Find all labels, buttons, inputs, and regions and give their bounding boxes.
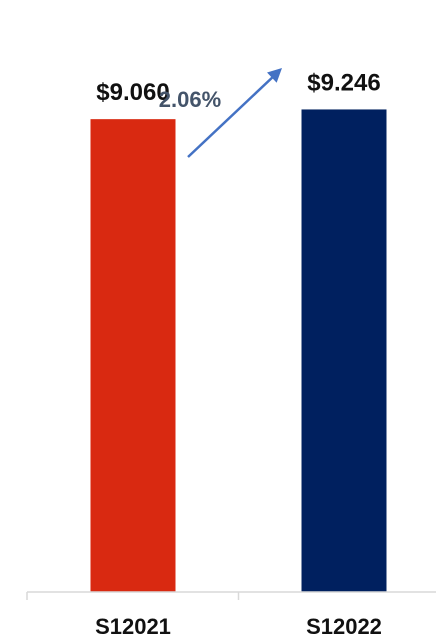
labels-group: S12021 S12022 $9.060 $9.246: [95, 69, 382, 639]
x-tick-label: S12021: [95, 614, 171, 639]
data-label: $9.246: [307, 69, 380, 96]
data-label: $9.060: [96, 79, 169, 106]
growth-arrow-line: [187, 73, 277, 158]
growth-percent-label: 2.06%: [159, 87, 221, 112]
bars-group: [90, 109, 387, 593]
x-axis: [26, 591, 436, 600]
annotation-group: 2.06%: [159, 68, 282, 158]
growth-arrow-head: [267, 68, 282, 83]
bar-s12021: [90, 119, 176, 592]
x-tick-label: S12022: [306, 614, 382, 639]
bar-s12022: [301, 109, 387, 593]
